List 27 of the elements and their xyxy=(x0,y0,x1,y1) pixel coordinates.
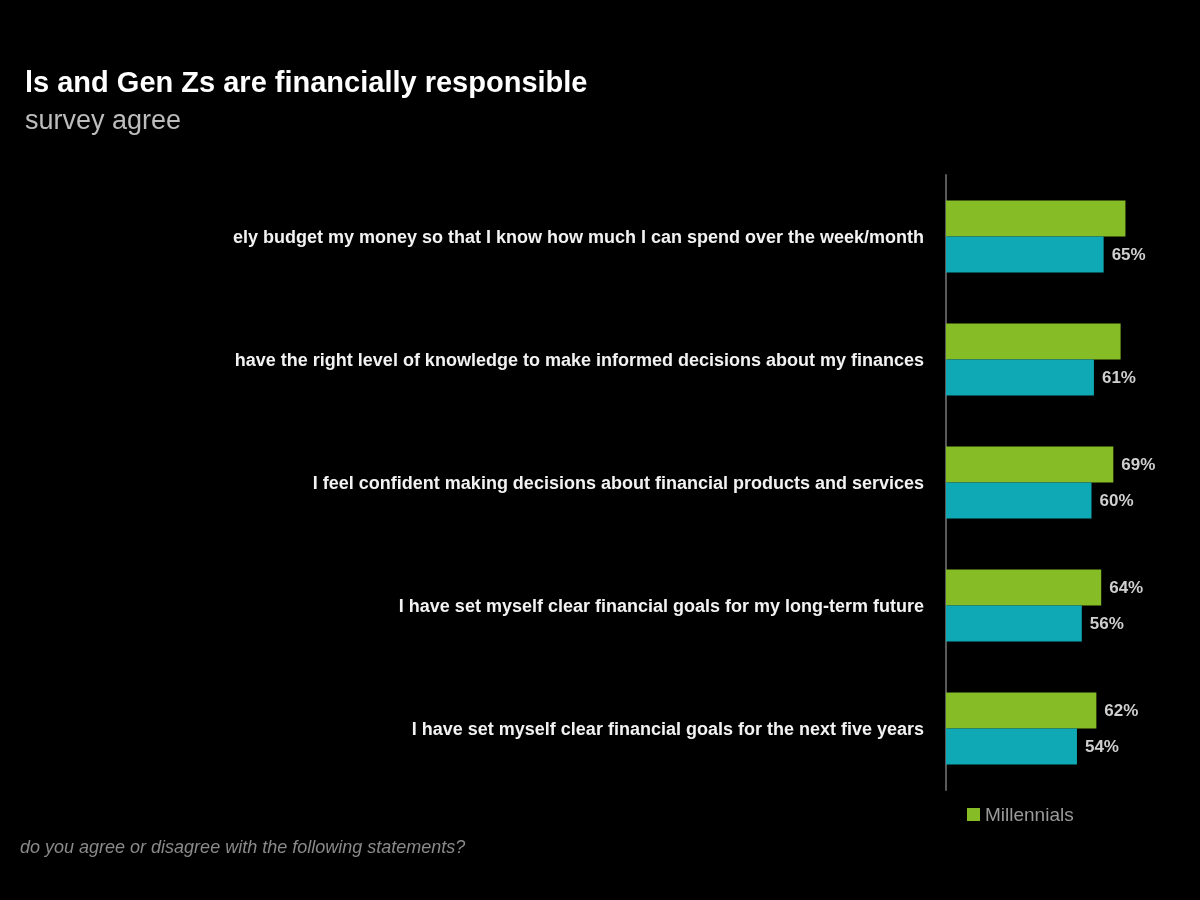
data-label: 65% xyxy=(1111,245,1146,264)
data-label: 62% xyxy=(1104,701,1139,720)
text: do you agree or disagree with the following statements? xyxy=(20,837,466,857)
data-label: 61% xyxy=(1101,368,1136,387)
y-tick-label: I feel confident making decisions about financial products and services xyxy=(312,472,924,493)
y-tick-label: ely budget my money so that I know how much I can spend over the week/month xyxy=(232,226,924,247)
data-label: 60% xyxy=(1099,491,1134,510)
text: ls and Gen Zs are financially responsible xyxy=(25,65,588,98)
bar xyxy=(946,359,1094,396)
bar xyxy=(946,569,1102,606)
y-tick-label: I have set myself clear financial goals for my long-term future xyxy=(398,595,924,616)
bar xyxy=(946,482,1092,519)
bar xyxy=(946,446,1114,483)
bar xyxy=(946,692,1097,729)
y-tick-label: have the right level of knowledge to make informed decisions about my finances xyxy=(234,349,924,370)
bar xyxy=(946,323,1121,360)
data-label: 54% xyxy=(1084,737,1119,756)
bar xyxy=(946,200,1126,237)
bar xyxy=(946,236,1104,273)
data-label: 64% xyxy=(1109,578,1144,597)
bar xyxy=(946,728,1077,765)
legend-label: Millennials xyxy=(985,804,1074,825)
bar xyxy=(946,605,1082,642)
text: survey agree xyxy=(25,104,182,135)
data-label: 69% xyxy=(1121,455,1156,474)
data-label: 56% xyxy=(1089,614,1124,633)
y-tick-label: I have set myself clear financial goals for the next five years xyxy=(411,718,924,739)
